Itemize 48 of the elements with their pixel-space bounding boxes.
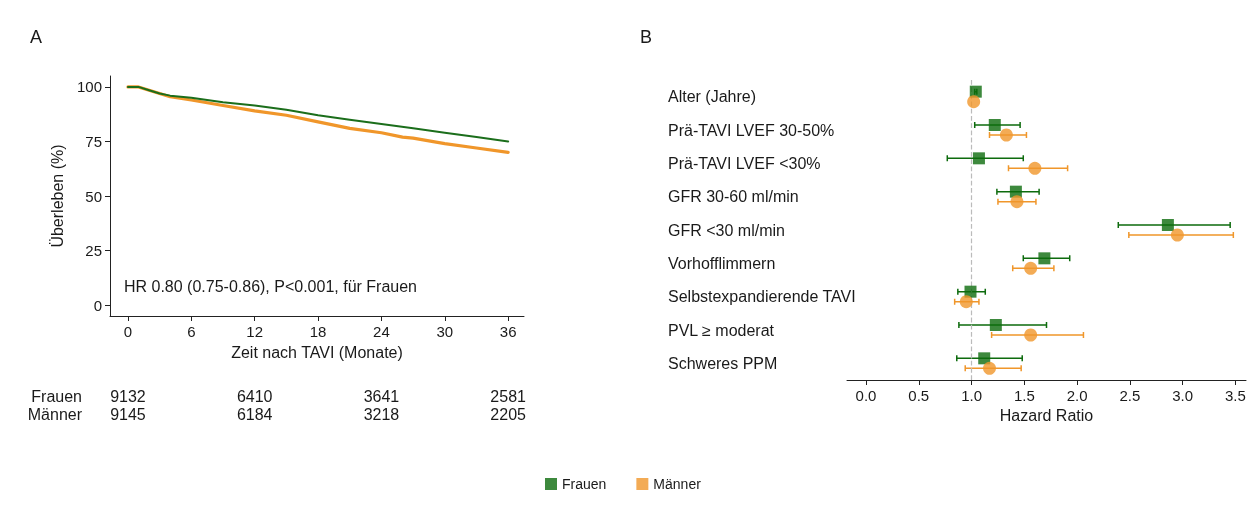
text: 9132: [110, 387, 146, 405]
text: 2205: [490, 405, 527, 423]
annotation: HR 0.80 (0.75-0.86), P<0.001, für Frauen: [123, 277, 418, 295]
x-tick-label: 0.5: [908, 387, 930, 404]
text: B: [640, 27, 653, 47]
text: 3218: [363, 405, 400, 423]
x-tick-label: 0.0: [855, 387, 877, 404]
x-tick-label: 24: [373, 323, 390, 340]
y-tick-label: GFR <30 ml/min: [668, 221, 785, 239]
legend-label: Männer: [653, 476, 702, 492]
text: 6184: [236, 405, 273, 423]
y-tick-label: 0: [93, 296, 102, 314]
x-axis-title: Hazard Ratio: [999, 407, 1094, 425]
y-axis-title: Überleben (%): [48, 144, 66, 248]
y-tick-label: 75: [85, 132, 102, 150]
text: 3641: [363, 387, 400, 405]
x-tick-label: 1.5: [1013, 387, 1035, 404]
y-tick-label: Prä-TAVI LVEF <30%: [668, 154, 821, 172]
y-tick-label: 100: [76, 78, 102, 96]
y-tick-label: Vorhofflimmern: [668, 254, 776, 272]
text: Männer: [27, 405, 83, 423]
x-tick-label: 2.5: [1119, 387, 1141, 404]
y-tick-label: GFR 30-60 ml/min: [668, 188, 799, 206]
x-tick-label: 0: [123, 323, 133, 340]
y-tick-label: Schweres PPM: [668, 354, 778, 372]
text: Frauen: [31, 387, 82, 405]
x-tick-label: 30: [436, 323, 454, 340]
x-axis-title: Zeit nach TAVI (Monate): [231, 343, 403, 361]
line-series: [126, 85, 510, 143]
y-tick-label: Alter (Jahre): [668, 88, 757, 106]
x-tick-label: 1.0: [961, 387, 982, 404]
x-tick-label: 2.0: [1066, 387, 1088, 404]
legend-label: Frauen: [562, 476, 607, 492]
x-tick-label: 36: [499, 323, 517, 340]
y-tick-label: 25: [85, 242, 102, 260]
x-tick-label: 6: [187, 323, 196, 340]
text: 6410: [236, 387, 273, 405]
y-tick-label: Selbstexpandierende TAVI: [668, 288, 856, 306]
x-tick-label: 12: [246, 323, 264, 340]
chart-title: A: [30, 27, 43, 47]
x-tick-label: 3.0: [1172, 387, 1194, 404]
text: 2581: [490, 387, 527, 405]
x-tick-label: 18: [309, 323, 327, 340]
x-tick-label: 3.5: [1225, 387, 1246, 404]
text: 9145: [110, 405, 146, 423]
y-tick-label: Prä-TAVI LVEF 30-50%: [668, 121, 835, 139]
y-tick-label: PVL ≥ moderat: [668, 321, 775, 339]
y-tick-label: 50: [85, 187, 102, 205]
